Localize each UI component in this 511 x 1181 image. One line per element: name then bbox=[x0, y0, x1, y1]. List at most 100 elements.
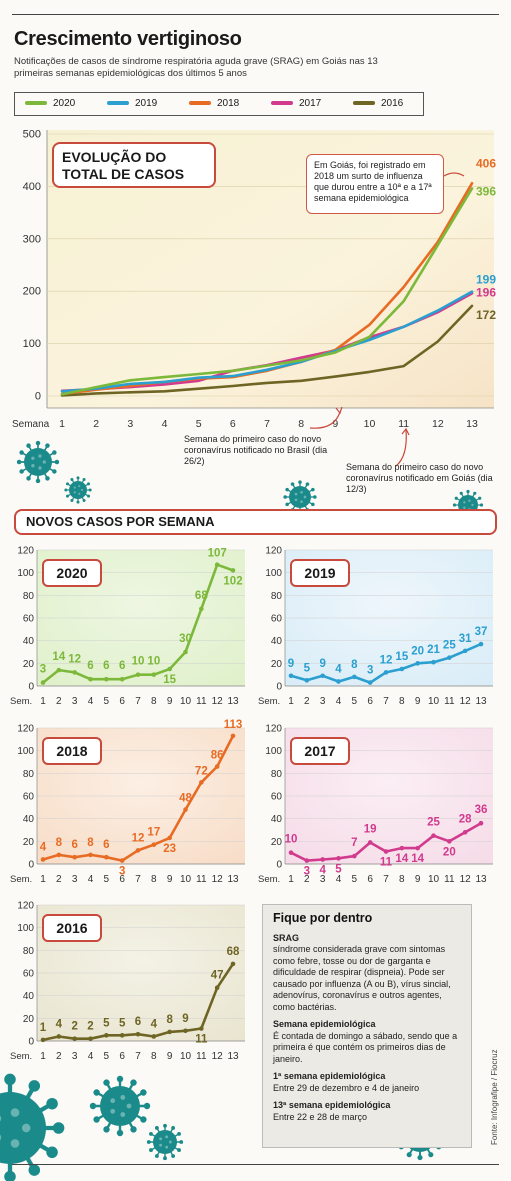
data-point bbox=[40, 680, 46, 685]
virus-dot bbox=[120, 1095, 126, 1100]
virus-icon-6 bbox=[89, 1075, 151, 1137]
data-point bbox=[167, 666, 172, 672]
virus-spike-tip bbox=[45, 476, 50, 481]
year-label-2019: 2019 bbox=[290, 559, 350, 587]
virus-dot bbox=[126, 1103, 132, 1109]
y-tick-label: 100 bbox=[17, 568, 34, 579]
x-tick-label: 9 bbox=[332, 418, 338, 430]
x-axis-title: Semana bbox=[12, 419, 50, 430]
data-label: 6 bbox=[103, 839, 109, 851]
virus-dot bbox=[165, 1145, 169, 1149]
virus-body bbox=[0, 1092, 46, 1164]
x-tick-label: 11 bbox=[444, 874, 455, 885]
legend: 2020 2019 2018 2017 2016 bbox=[14, 92, 424, 116]
virus-body bbox=[289, 486, 311, 508]
virus-spike-tip bbox=[93, 1116, 100, 1123]
data-point bbox=[288, 673, 294, 679]
data-label: 21 bbox=[427, 644, 440, 656]
data-point bbox=[399, 666, 405, 672]
data-point bbox=[304, 858, 310, 863]
data-label: 4 bbox=[335, 663, 342, 675]
virus-dot bbox=[165, 1135, 169, 1139]
virus-dot bbox=[110, 1108, 116, 1114]
x-tick-label: 4 bbox=[336, 874, 342, 885]
virus-spike-tip bbox=[428, 1152, 434, 1158]
x-tick-label: 10 bbox=[180, 696, 192, 707]
x-tick-label: 5 bbox=[352, 874, 358, 885]
series-line-2016 bbox=[60, 304, 474, 397]
x-tick-label: 6 bbox=[367, 696, 373, 707]
y-tick-label: 100 bbox=[17, 923, 34, 934]
x-tick-label: 10 bbox=[180, 874, 192, 885]
x-tick-label: 1 bbox=[40, 696, 46, 707]
y-tick-label: 80 bbox=[23, 591, 35, 602]
virus-spike-tip bbox=[19, 450, 24, 455]
virus-dot bbox=[110, 1098, 116, 1104]
info-term: SRAG bbox=[273, 932, 300, 943]
data-label: 3 bbox=[304, 866, 310, 878]
virus-dot bbox=[73, 486, 76, 489]
data-point bbox=[230, 961, 236, 967]
bottom-rule bbox=[12, 1164, 499, 1165]
data-label: 17 bbox=[147, 827, 160, 839]
x-tick-label: 2 bbox=[56, 696, 62, 707]
virus-dot bbox=[471, 503, 474, 507]
end-label-2017: 196 bbox=[476, 285, 496, 299]
data-label: 12 bbox=[68, 653, 81, 665]
data-point bbox=[151, 1034, 157, 1039]
virus-spike-tip bbox=[87, 494, 91, 498]
data-label: 20 bbox=[411, 645, 424, 657]
virus-spike-tip bbox=[76, 500, 80, 504]
x-tick-label: 12 bbox=[460, 696, 472, 707]
data-label: 9 bbox=[288, 658, 294, 670]
data-label: 68 bbox=[195, 590, 208, 602]
data-point bbox=[431, 659, 436, 665]
x-tick-label: 7 bbox=[383, 874, 389, 885]
x-tick-label: 12 bbox=[212, 696, 224, 707]
data-point bbox=[88, 1036, 93, 1042]
page-subtitle: Notificações de casos de síndrome respir… bbox=[14, 56, 378, 79]
info-text: Entre 22 e 28 de março bbox=[273, 1111, 368, 1122]
virus-dot bbox=[463, 506, 466, 509]
data-label: 2 bbox=[71, 1021, 77, 1033]
data-point bbox=[183, 649, 188, 655]
x-tick-label: 6 bbox=[230, 418, 236, 430]
virus-spike-tip bbox=[4, 1170, 16, 1181]
virus-spike-tip bbox=[65, 482, 69, 486]
virus-spike-tip bbox=[54, 459, 60, 465]
virus-spike-tip bbox=[177, 1148, 181, 1153]
legend-swatch bbox=[353, 101, 375, 106]
legend-swatch bbox=[25, 101, 47, 106]
x-tick-label: 2 bbox=[304, 874, 310, 885]
data-label: 14 bbox=[395, 853, 408, 865]
data-label: 4 bbox=[40, 841, 47, 853]
virus-spike-tip bbox=[311, 487, 315, 492]
virus-spike-tip bbox=[35, 478, 41, 484]
x-tick-label: 12 bbox=[432, 418, 444, 430]
virus-spike-tip bbox=[313, 495, 317, 499]
data-label: 14 bbox=[411, 853, 424, 865]
data-label: 11 bbox=[195, 1034, 208, 1046]
x-tick-label: 4 bbox=[336, 696, 342, 707]
y-tick-label: 60 bbox=[271, 614, 283, 625]
virus-body bbox=[100, 1086, 140, 1126]
virus-spike-tip bbox=[163, 1123, 167, 1128]
x-tick-label: 6 bbox=[367, 874, 373, 885]
data-label: 15 bbox=[163, 674, 176, 686]
virus-spike-tip bbox=[93, 1089, 100, 1096]
data-point bbox=[199, 1026, 204, 1031]
y-tick-label: 80 bbox=[23, 769, 35, 780]
x-tick-label: 3 bbox=[127, 418, 133, 430]
data-label: 9 bbox=[319, 658, 325, 670]
virus-body bbox=[69, 481, 87, 499]
virus-spike-tip bbox=[116, 1129, 124, 1137]
virus-spike-tip bbox=[466, 489, 470, 494]
data-point bbox=[135, 1031, 141, 1037]
x-tick-label: 2 bbox=[56, 1051, 62, 1062]
virus-spike-tip bbox=[46, 1097, 58, 1110]
arrow-week-9 bbox=[309, 411, 341, 429]
virus-icon-5 bbox=[0, 1073, 65, 1181]
